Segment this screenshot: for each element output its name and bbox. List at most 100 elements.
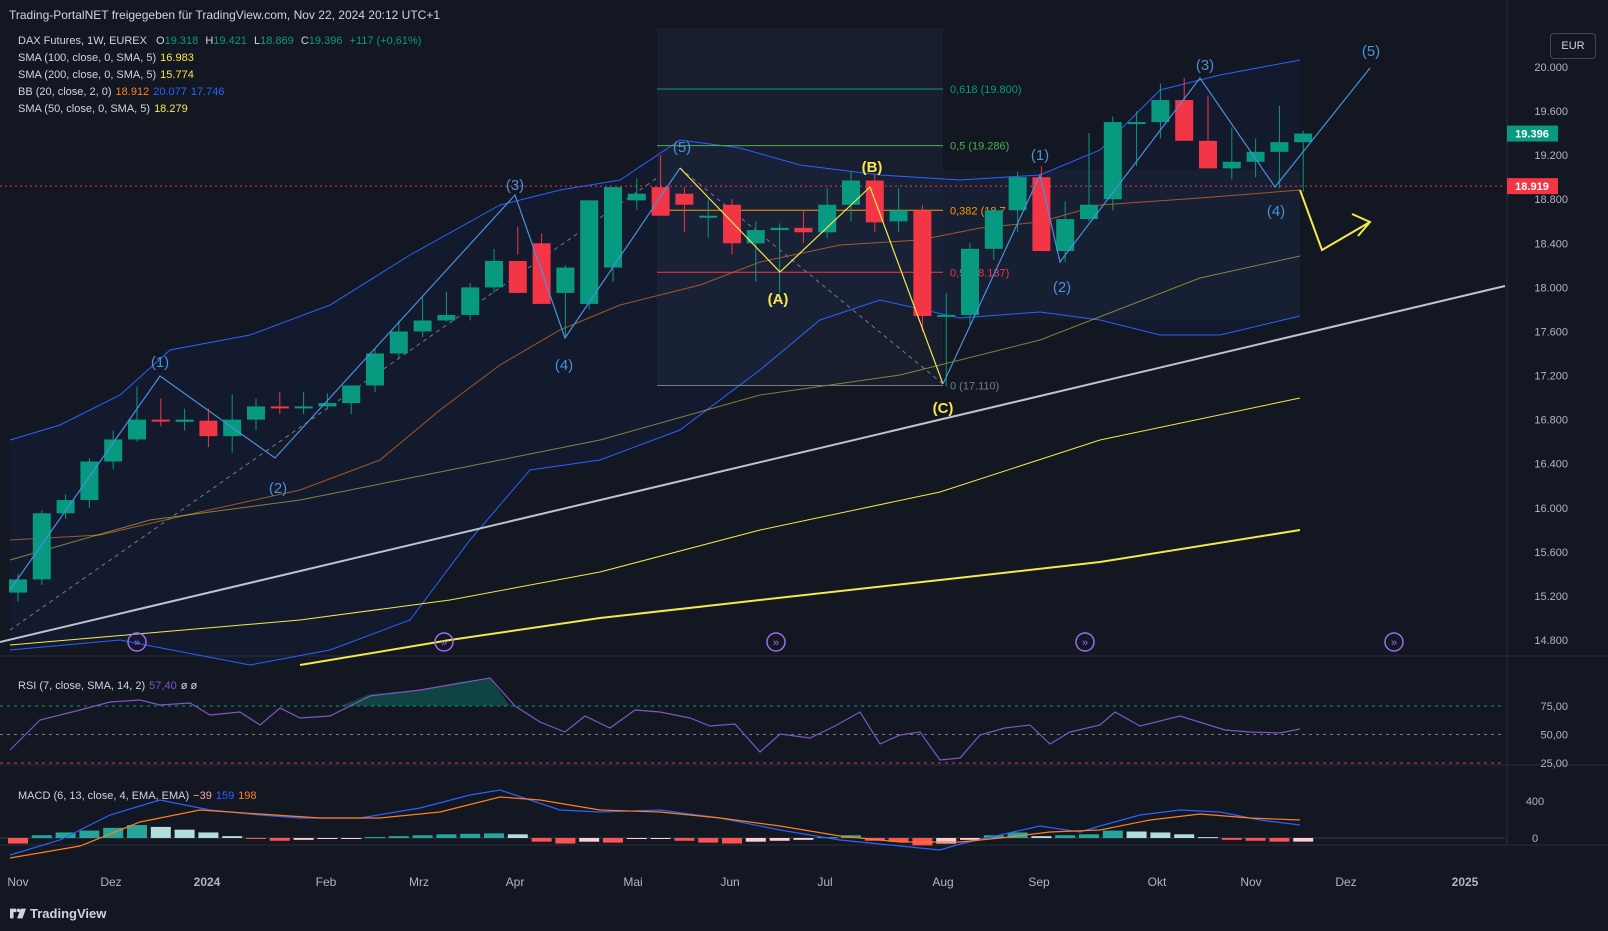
macd-histogram-bar xyxy=(793,838,814,840)
sma100-value: 16.983 xyxy=(160,52,194,64)
event-marker-icon xyxy=(434,632,454,652)
bb-lower-value: 17.746 xyxy=(190,86,225,98)
candle-body xyxy=(342,385,361,404)
price-axis-tick: 19.600 xyxy=(1534,106,1568,118)
candle-body xyxy=(485,260,503,288)
long-term-trendline xyxy=(0,285,1506,643)
price-axis-tick: 17.600 xyxy=(1534,326,1568,338)
candle-body xyxy=(247,406,265,420)
candle-body xyxy=(1199,140,1217,169)
tradingview-brand: TradingView xyxy=(30,906,107,921)
macd-histogram-bar xyxy=(198,832,219,838)
candle-body xyxy=(1222,161,1241,169)
price-axis-tick: 14.800 xyxy=(1534,635,1568,647)
candle-body xyxy=(104,439,123,462)
macd-histogram-bar xyxy=(722,838,742,844)
price-axis-tick: 18.800 xyxy=(1534,194,1568,206)
time-axis-label: Jul xyxy=(817,875,832,889)
candle-body xyxy=(413,320,432,332)
elliott-wave-label: (1) xyxy=(151,354,169,371)
candle-body xyxy=(1246,151,1265,162)
candle-body xyxy=(770,227,789,231)
rsi-value: 57,40 xyxy=(149,680,177,692)
price-axis-tick: 17.200 xyxy=(1534,371,1568,383)
macd-histogram-bar xyxy=(365,837,385,839)
macd-histogram-bar xyxy=(507,834,528,838)
candle-body xyxy=(1008,177,1027,211)
price-axis-tick: 18.000 xyxy=(1534,282,1568,294)
time-axis-label: Mrz xyxy=(409,875,429,889)
sma200-line xyxy=(299,529,1301,666)
fib-zone-bg xyxy=(657,28,943,386)
rsi-legend[interactable]: RSI (7, close, SMA, 14, 2) 57,40 ø ø xyxy=(18,680,198,692)
tradingview-logo-icon xyxy=(10,908,26,919)
candle-body xyxy=(1127,122,1146,125)
event-marker-icon xyxy=(1075,632,1095,652)
elliott-wave-label: (3) xyxy=(506,177,524,194)
symbol-name: DAX Futures, 1W, EUREX xyxy=(18,35,147,47)
macd-histogram-bar xyxy=(674,838,695,841)
macd-histogram-bar xyxy=(936,838,957,844)
macd-value: 159 xyxy=(215,790,235,802)
candle-body xyxy=(199,420,218,437)
ohlc-low: 18.869 xyxy=(260,35,294,47)
sma100-legend[interactable]: SMA (100, close, 0, SMA, 5) 16.983 xyxy=(18,52,194,64)
candle-body xyxy=(32,513,51,580)
fib-level-label: 0,618 (19.800) xyxy=(950,84,1022,96)
sma50-value: 18.279 xyxy=(154,103,188,115)
bb-legend[interactable]: BB (20, close, 2, 0) 18.912 20.077 17.746 xyxy=(18,86,225,98)
current-price-badge-bg xyxy=(1507,125,1558,142)
currency-selector[interactable]: EUR xyxy=(1550,33,1596,59)
rsi-axis-tick: 75,00 xyxy=(1540,701,1568,713)
candle-body xyxy=(842,180,860,205)
ohlc-high: 19.421 xyxy=(213,35,247,47)
sma50-line xyxy=(9,255,1301,561)
elliott-wave-label: (5) xyxy=(1362,43,1380,60)
macd-histogram-bar xyxy=(1221,838,1242,840)
fib-level-label: 0,5 (18.137) xyxy=(950,267,1009,279)
macd-histogram-bar xyxy=(698,838,719,843)
forecast-arrow xyxy=(1299,189,1371,252)
candle-body xyxy=(270,406,289,409)
event-marker-icon xyxy=(1384,632,1404,652)
price-axis-tick: 15.200 xyxy=(1534,591,1568,603)
macd-histogram-bar xyxy=(1245,838,1266,841)
macd-legend[interactable]: MACD (6, 13, close, 4, EMA, EMA) −39 159 19… xyxy=(18,790,257,802)
sma200-legend[interactable]: SMA (200, close, 0, SMA, 5) 15.774 xyxy=(18,69,194,81)
ohlc-change: +117 (+0,61%) xyxy=(349,35,422,47)
current-price-badge: 19.396 xyxy=(1515,129,1549,141)
candle-body xyxy=(508,260,527,293)
line-price-badge-bg xyxy=(1507,178,1558,195)
candle-body xyxy=(723,204,741,244)
macd-histogram-bar xyxy=(579,838,600,842)
macd-histogram-bar xyxy=(150,826,171,838)
event-marker-icon xyxy=(127,632,147,652)
candle-body xyxy=(1175,100,1194,141)
macd-histogram-bar xyxy=(1174,834,1195,838)
time-axis-label: Feb xyxy=(316,875,337,889)
candle-body xyxy=(556,267,575,293)
bb-upper-line xyxy=(9,59,1301,441)
time-axis-label: Okt xyxy=(1148,875,1167,889)
elliott-wave-label: (B) xyxy=(862,159,883,176)
macd-histogram-bar xyxy=(269,838,290,841)
tradingview-logo[interactable]: TradingView xyxy=(10,906,106,921)
price-axis-tick: 15.600 xyxy=(1534,547,1568,559)
candle-body xyxy=(794,227,813,233)
macd-histogram-bar xyxy=(555,838,576,844)
macd-histogram-bar xyxy=(1293,838,1314,842)
elliott-wave-label: (2) xyxy=(1053,279,1071,296)
macd-histogram-bar xyxy=(388,836,409,838)
elliott-wave-label: (2) xyxy=(269,480,287,497)
elliott-wave-label: (1) xyxy=(1031,147,1049,164)
candle-body xyxy=(437,314,456,321)
candle-body xyxy=(746,230,765,244)
sma50-legend[interactable]: SMA (50, close, 0, SMA, 5) 18.279 xyxy=(18,103,188,115)
candle-body xyxy=(1080,204,1098,220)
ohlc-close: 19.396 xyxy=(308,35,343,47)
symbol-legend[interactable]: DAX Futures, 1W, EUREX O19.318 H19.421 L… xyxy=(18,35,422,47)
elliott-wave-impulse-1 xyxy=(9,167,681,591)
macd-histogram-bar xyxy=(460,833,481,838)
rsi-axis-tick: 25,00 xyxy=(1540,758,1568,770)
